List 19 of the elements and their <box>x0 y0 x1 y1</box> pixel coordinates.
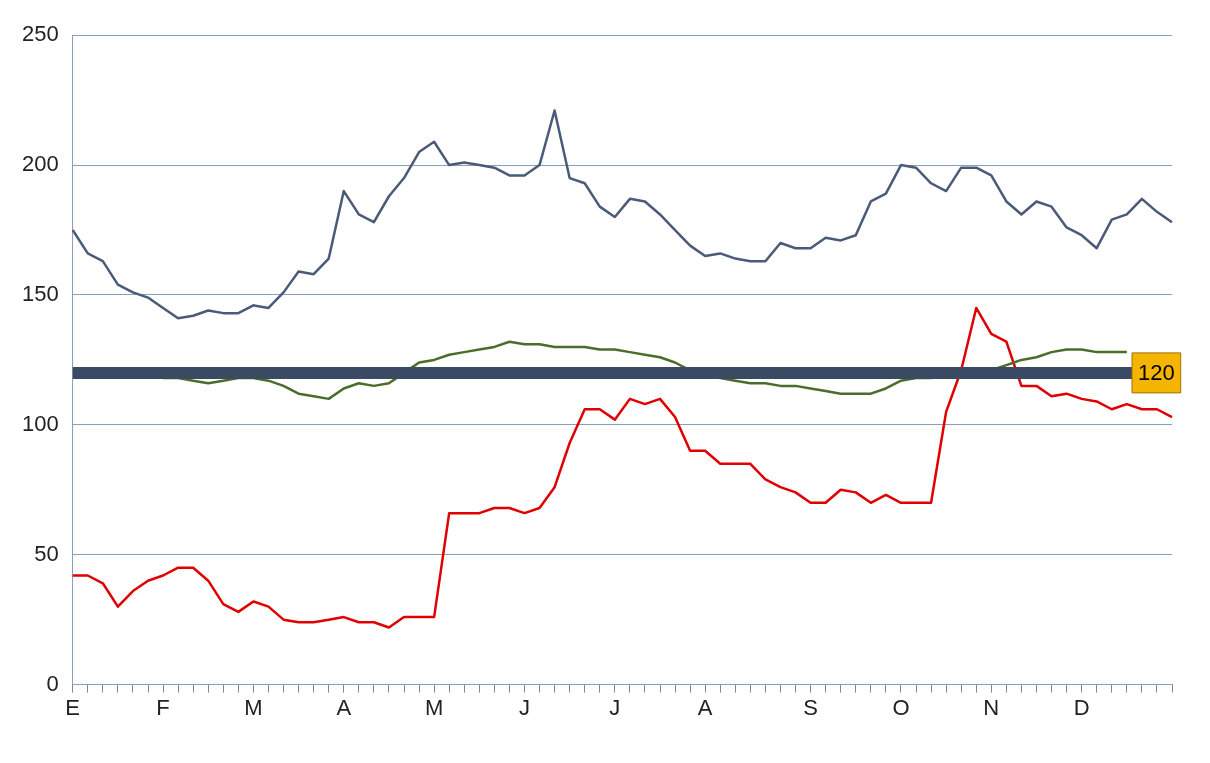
y-tick-label: 50 <box>34 540 59 566</box>
x-tick-label: F <box>156 694 170 720</box>
x-tick-label: A <box>697 694 713 720</box>
x-tick-label: S <box>803 694 818 720</box>
y-tick-label: 100 <box>21 410 59 436</box>
x-tick-label: O <box>892 694 910 720</box>
x-tick-label: J <box>609 694 621 720</box>
y-tick-label: 250 <box>21 21 59 47</box>
x-tick-label: A <box>336 694 352 720</box>
x-tick-label: N <box>983 694 1000 720</box>
y-tick-label: 200 <box>21 151 59 177</box>
x-tick-label: M <box>244 694 263 720</box>
x-tick-label: M <box>424 694 444 720</box>
ref-line-label: 120 <box>1138 359 1175 385</box>
x-tick-label: D <box>1073 694 1090 720</box>
y-tick-label: 0 <box>46 670 59 696</box>
x-tick-label: E <box>65 694 81 720</box>
y-tick-label: 150 <box>21 281 59 307</box>
x-tick-label: J <box>518 694 530 720</box>
